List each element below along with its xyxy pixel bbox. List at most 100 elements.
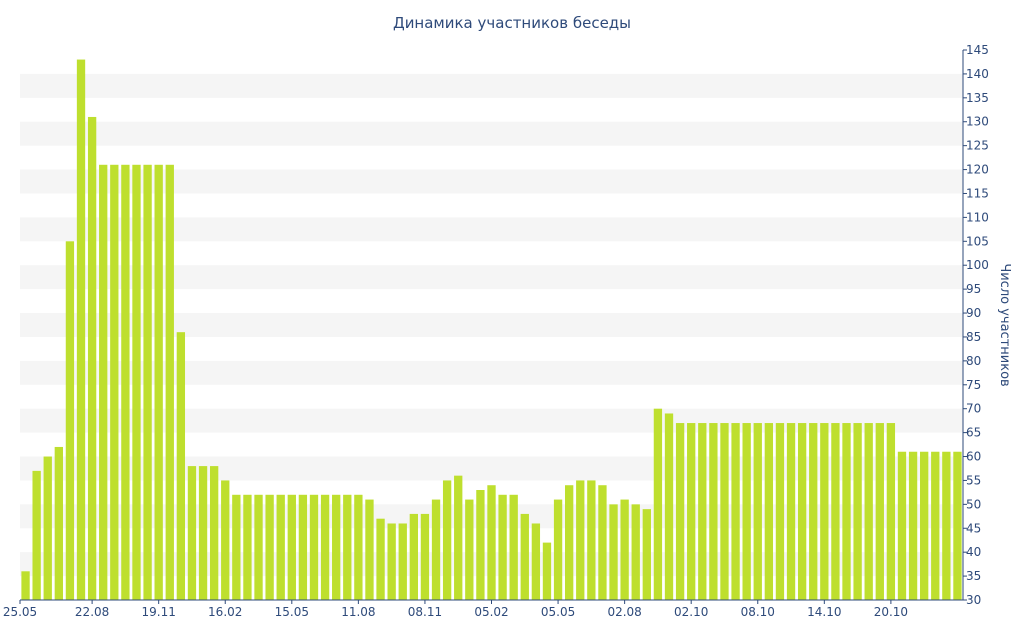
bar [931,451,940,600]
bar [209,466,219,600]
bar [742,423,751,600]
x-tick-label: 16.02 [208,605,242,619]
bar [853,423,862,600]
bar [620,499,629,600]
bar [465,499,474,600]
bar [553,499,563,600]
y-tick-label: 95 [966,282,981,296]
bar [753,423,762,600]
bar [254,494,263,600]
bar [442,480,452,600]
x-tick-label: 08.11 [408,605,442,619]
x-tick-label: 08.10 [741,605,775,619]
y-tick-label: 50 [966,497,981,511]
bar [365,499,374,600]
x-tick-label: 02.10 [674,605,708,619]
x-tick-label: 05.02 [474,605,508,619]
bar [886,423,896,600]
y-tick-label: 55 [966,473,981,487]
grid-band [20,360,963,385]
bar [675,423,685,600]
y-tick-label: 135 [966,91,989,105]
grid-band [20,313,963,337]
bar [520,513,529,600]
x-tick-label: 25.05 [3,605,37,619]
y-tick-label: 85 [966,330,981,344]
y-tick-label: 110 [966,210,989,224]
bar [176,332,186,600]
bar [942,451,951,600]
bar [864,423,873,600]
y-tick-label: 65 [966,426,981,440]
bar [309,494,319,600]
y-tick-label: 80 [966,354,981,368]
bar [731,423,740,600]
bar [431,499,441,600]
bar [165,164,174,601]
bars [21,59,962,601]
bar [54,446,63,600]
grid-band [20,73,963,98]
y-tick-label: 40 [966,545,981,559]
grid-band [20,217,963,242]
bar [564,485,574,600]
bar [387,523,396,600]
bar [110,164,119,601]
x-tick-label: 22.08 [75,605,109,619]
bar [454,475,463,600]
y-tick-label: 60 [966,450,981,464]
bar [897,451,907,600]
bar [664,413,674,600]
bar [875,423,884,600]
x-tick-label: 19.11 [141,605,175,619]
bar [320,494,330,600]
bar [687,423,696,600]
y-tick-label: 125 [966,139,989,153]
bar [576,480,585,600]
bar [99,164,108,601]
bar [398,523,407,600]
y-tick-label: 105 [966,234,989,248]
bar [343,494,352,600]
bar [487,485,496,600]
bar [265,494,274,600]
bar [831,423,840,600]
bar [354,494,363,600]
bar [232,494,241,600]
bar [143,164,152,601]
bar [87,116,97,601]
grid-band [20,121,963,146]
y-tick-label: 35 [966,569,981,583]
bar [287,494,296,600]
chart-title: Динамика участников беседы [393,14,631,32]
y-tick-label: 120 [966,163,989,177]
bar [32,470,41,600]
y-tick-label: 115 [966,186,989,200]
bar [709,423,718,600]
bar [376,518,385,600]
bar [587,480,596,600]
bar [43,456,52,600]
y-tick-label: 30 [966,593,981,607]
bar [842,423,851,600]
y-tick-label: 75 [966,378,981,392]
bar [764,423,774,600]
bar [531,523,541,600]
grid-band [20,265,963,290]
bar [908,451,918,600]
bar [809,423,818,600]
x-tick-label: 14.10 [807,605,841,619]
bar [786,423,796,600]
bar [276,494,285,600]
y-tick-label: 130 [966,115,989,129]
x-tick-label: 15.05 [275,605,309,619]
y-tick-label: 70 [966,402,981,416]
bar [653,408,663,600]
bar [642,509,651,600]
bar [775,423,785,600]
bar [720,423,729,600]
y-tick-label: 100 [966,258,989,272]
bar [243,494,252,600]
